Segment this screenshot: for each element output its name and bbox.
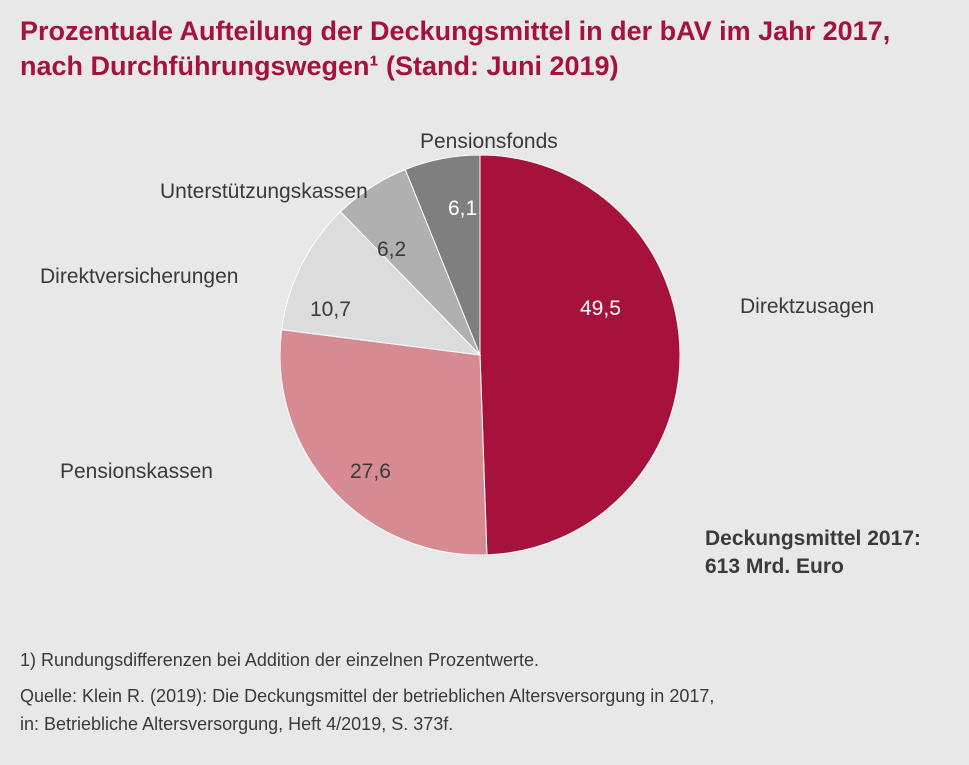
chart-title: Prozentuale Aufteilung der Deckungsmitte…: [0, 0, 969, 84]
slice-label-unterstuetzungskassen: Unterstützungskassen: [160, 180, 368, 204]
slice-value-pensionsfonds: 6,1: [448, 197, 477, 221]
slice-value-direktversicherungen: 10,7: [310, 298, 351, 322]
slice-value-unterstuetzungskassen: 6,2: [377, 238, 406, 262]
chart-area: Direktzusagen Pensionskassen Direktversi…: [0, 95, 969, 635]
pie-chart: [280, 155, 680, 560]
slice-value-pensionskassen: 27,6: [350, 460, 391, 484]
pie-slice: [280, 330, 487, 555]
slice-label-direktversicherungen: Direktversicherungen: [40, 265, 238, 289]
slice-label-direktzusagen: Direktzusagen: [740, 295, 874, 319]
pie-slice: [480, 155, 680, 555]
summary-line1: Deckungsmittel 2017:: [705, 525, 921, 553]
summary-text: Deckungsmittel 2017: 613 Mrd. Euro: [705, 525, 921, 582]
footnote-source1: Quelle: Klein R. (2019): Die Deckungsmit…: [20, 683, 714, 711]
footnotes: 1) Rundungsdifferenzen bei Addition der …: [20, 647, 714, 747]
footnote-source2: in: Betriebliche Altersversorgung, Heft …: [20, 711, 714, 739]
slice-value-direktzusagen: 49,5: [580, 297, 621, 321]
slice-label-pensionskassen: Pensionskassen: [60, 460, 213, 484]
footnote-rounding: 1) Rundungsdifferenzen bei Addition der …: [20, 647, 714, 675]
slice-label-pensionsfonds: Pensionsfonds: [420, 130, 558, 154]
summary-line2: 613 Mrd. Euro: [705, 553, 921, 581]
